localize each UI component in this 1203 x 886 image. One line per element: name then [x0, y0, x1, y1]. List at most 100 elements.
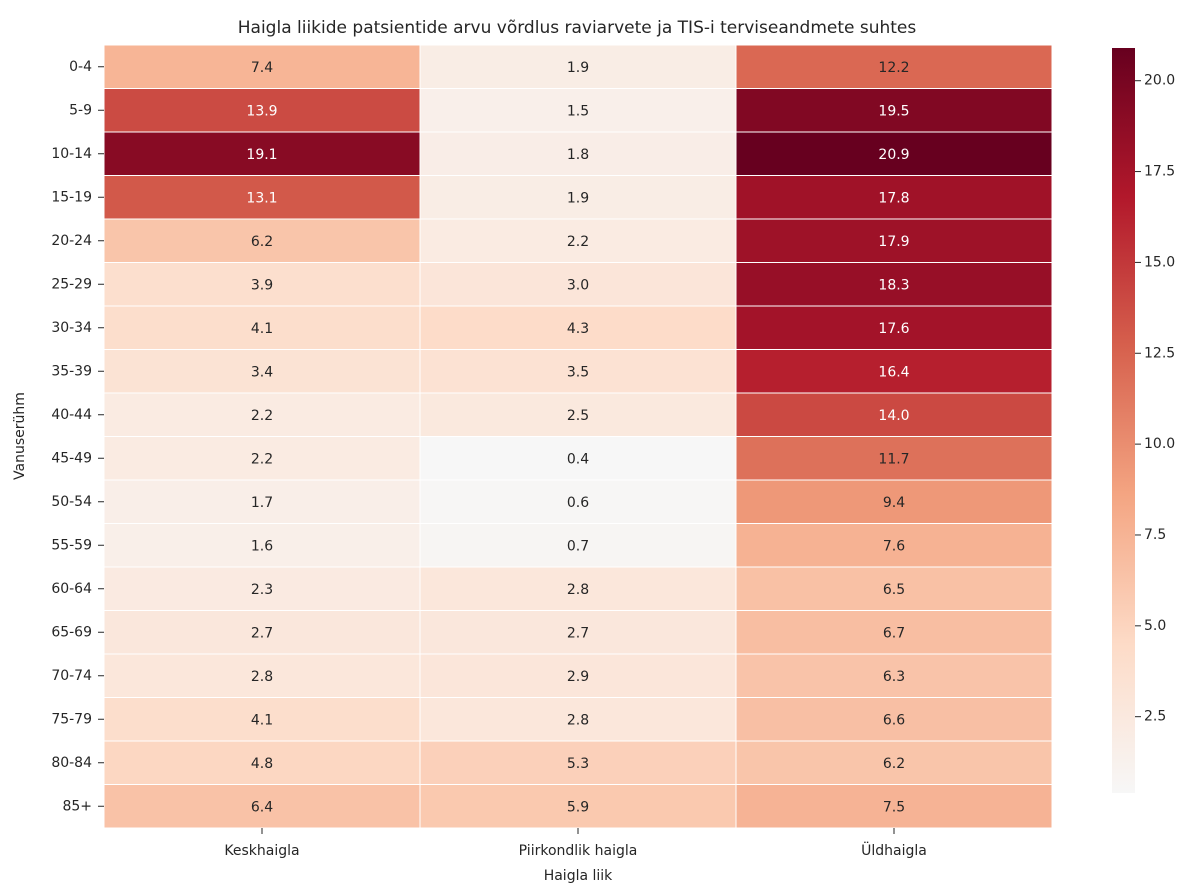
cell-label: 17.6 [878, 321, 909, 337]
heatmap-cell [419, 566, 737, 611]
cell-label: 16.4 [878, 364, 909, 380]
heatmap-cell [735, 523, 1053, 568]
heatmap-cell [735, 697, 1053, 742]
colorbar-tick-label: 5.0 [1144, 618, 1166, 634]
heatmap-cell [419, 784, 737, 829]
cell-label: 4.1 [251, 712, 273, 728]
heatmap-cell [735, 566, 1053, 611]
heatmap-cell [735, 218, 1053, 263]
cell-label: 6.7 [883, 625, 905, 641]
cell-label: 3.5 [567, 364, 589, 380]
heatmap-cell [419, 523, 737, 568]
heatmap-cell [735, 175, 1053, 220]
heatmap-cell [419, 44, 737, 89]
cell-label: 7.6 [883, 538, 905, 554]
y-tick-label: 70-74 [51, 668, 92, 684]
heatmap-cell [735, 479, 1053, 524]
cell-label: 0.4 [567, 451, 589, 467]
y-tick-label: 5-9 [69, 102, 92, 118]
cell-label: 6.2 [883, 756, 905, 772]
y-tick-label: 15-19 [51, 189, 92, 205]
cell-label: 6.2 [251, 234, 273, 250]
heatmap-cell [103, 305, 421, 350]
heatmap-cell [103, 740, 421, 785]
heatmap-cell [103, 566, 421, 611]
x-tick-label: Üldhaigla [861, 841, 927, 859]
cell-label: 4.8 [251, 756, 273, 772]
cell-label: 19.5 [878, 103, 909, 119]
colorbar-tick-label: 12.5 [1144, 345, 1175, 361]
cell-label: 17.8 [878, 190, 909, 206]
heatmap-cell [735, 610, 1053, 655]
cell-label: 2.7 [251, 625, 273, 641]
cell-label: 1.8 [567, 147, 589, 163]
y-tick-label: 35-39 [51, 363, 92, 379]
heatmap-cell [103, 479, 421, 524]
heatmap-cell [419, 305, 737, 350]
colorbar-tick-label: 17.5 [1144, 164, 1175, 180]
heatmap-cell [735, 349, 1053, 394]
y-tick-label: 10-14 [51, 146, 92, 162]
y-tick-label: 25-29 [51, 276, 92, 292]
cell-label: 13.9 [246, 103, 277, 119]
cell-label: 2.3 [251, 582, 273, 598]
heatmap-cell [103, 175, 421, 220]
cell-label: 4.1 [251, 321, 273, 337]
heatmap-cell [419, 131, 737, 176]
heatmap-cell [103, 88, 421, 133]
heatmap-cell [735, 740, 1053, 785]
y-tick-label: 80-84 [51, 755, 92, 771]
heatmap-cell [735, 305, 1053, 350]
cell-label: 6.5 [883, 582, 905, 598]
cell-label: 1.5 [567, 103, 589, 119]
x-tick-label: Keskhaigla [224, 843, 299, 859]
cell-label: 1.9 [567, 190, 589, 206]
y-tick-label: 30-34 [51, 320, 92, 336]
cell-label: 19.1 [246, 147, 277, 163]
colorbar-tick-label: 2.5 [1144, 709, 1166, 725]
cell-label: 3.9 [251, 277, 273, 293]
heatmap-cell [735, 436, 1053, 481]
heatmap-cell [419, 88, 737, 133]
colorbar-tick-label: 10.0 [1144, 436, 1175, 452]
cell-label: 2.8 [251, 669, 273, 685]
cell-label: 7.4 [251, 60, 273, 76]
cell-label: 4.3 [567, 321, 589, 337]
cell-label: 18.3 [878, 277, 909, 293]
heatmap-cell [735, 88, 1053, 133]
cell-label: 5.9 [567, 799, 589, 815]
cell-label: 2.2 [567, 234, 589, 250]
y-tick-label: 75-79 [51, 711, 92, 727]
y-tick-label: 65-69 [51, 624, 92, 640]
cell-label: 7.5 [883, 799, 905, 815]
heatmap-cell [735, 784, 1053, 829]
y-tick-label: 50-54 [51, 494, 92, 510]
heatmap-cell [419, 436, 737, 481]
heatmap-cell [419, 262, 737, 307]
cell-label: 2.2 [251, 451, 273, 467]
heatmap-cell [419, 740, 737, 785]
heatmap-cell [419, 218, 737, 263]
heatmap-cell [103, 349, 421, 394]
cell-label: 14.0 [878, 408, 909, 424]
heatmap-cell [103, 610, 421, 655]
cell-label: 12.2 [878, 60, 909, 76]
cell-label: 2.7 [567, 625, 589, 641]
colorbar-tick-label: 20.0 [1144, 73, 1175, 89]
heatmap-cell [103, 436, 421, 481]
cell-label: 17.9 [878, 234, 909, 250]
cell-label: 9.4 [883, 495, 905, 511]
cell-label: 0.7 [567, 538, 589, 554]
heatmap-cell [103, 44, 421, 89]
heatmap-cell [103, 697, 421, 742]
heatmap-cell [419, 349, 737, 394]
cell-label: 6.3 [883, 669, 905, 685]
heatmap-cell [103, 653, 421, 698]
y-tick-label: 60-64 [51, 581, 92, 597]
y-tick-label: 40-44 [51, 407, 92, 423]
y-tick-label: 45-49 [51, 450, 92, 466]
chart-title: Haigla liikide patsientide arvu võrdlus … [238, 18, 917, 38]
heatmap-cell [735, 653, 1053, 698]
colorbar [1112, 48, 1135, 793]
